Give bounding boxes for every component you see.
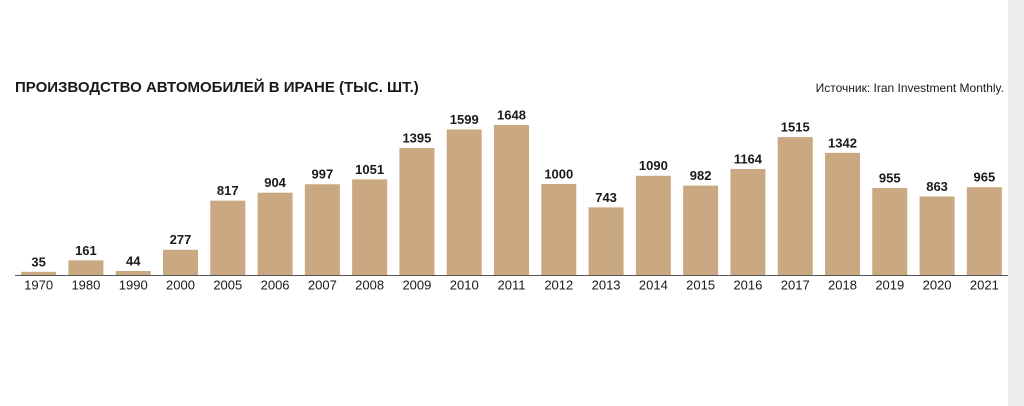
value-label: 1342 (828, 135, 857, 150)
x-tick-label: 2007 (308, 277, 337, 292)
value-label: 161 (75, 243, 97, 258)
bar (399, 148, 435, 275)
value-label: 997 (312, 167, 334, 182)
bar (21, 271, 57, 275)
value-label: 35 (31, 254, 45, 269)
value-label: 904 (264, 175, 286, 190)
bar (872, 188, 908, 275)
bar (919, 196, 955, 275)
x-tick-label: 2010 (450, 277, 479, 292)
value-label: 955 (879, 171, 901, 186)
x-tick-label: 2012 (544, 277, 573, 292)
bar (966, 187, 1002, 275)
bar (257, 192, 293, 275)
bar (541, 183, 577, 275)
value-label: 44 (126, 253, 141, 268)
x-tick-label: 2014 (639, 277, 668, 292)
x-tick-label: 2005 (213, 277, 242, 292)
value-label: 1000 (544, 166, 573, 181)
value-label: 965 (974, 170, 996, 185)
x-tick-label: 2006 (261, 277, 290, 292)
value-label: 982 (690, 168, 712, 183)
x-tick-label: 2017 (781, 277, 810, 292)
value-label: 1051 (355, 162, 384, 177)
value-label: 1090 (639, 158, 668, 173)
x-tick-label: 2008 (355, 277, 384, 292)
bar (588, 207, 624, 275)
bar (446, 129, 482, 275)
value-label: 743 (595, 190, 617, 205)
side-strip (1008, 0, 1024, 406)
value-label: 1395 (402, 130, 431, 145)
x-tick-label: 2015 (686, 277, 715, 292)
x-tick-label: 2000 (166, 277, 195, 292)
bar (777, 137, 813, 275)
bar (494, 125, 529, 275)
x-tick-label: 2020 (923, 277, 952, 292)
bar (304, 184, 340, 275)
bar (352, 179, 388, 275)
x-tick-label: 2009 (402, 277, 431, 292)
value-label: 1599 (450, 112, 479, 127)
bar (68, 260, 104, 275)
x-tick-label: 2019 (875, 277, 904, 292)
chart-title: ПРОИЗВОДСТВО АВТОМОБИЛЕЙ В ИРАНЕ (ТЫС. Ш… (15, 78, 419, 96)
bar (163, 249, 198, 275)
bar (825, 152, 860, 275)
source-note: Источник: Iran Investment Monthly. (816, 81, 1004, 95)
value-label: 1648 (497, 107, 526, 122)
bar (115, 270, 151, 275)
bar (635, 175, 671, 275)
x-tick-label: 1990 (119, 277, 148, 292)
x-tick-label: 2011 (498, 277, 526, 292)
value-label: 1515 (781, 120, 810, 135)
bar (730, 169, 766, 275)
x-tick-label: 2021 (970, 277, 999, 292)
value-label: 863 (926, 179, 948, 194)
x-tick-label: 2016 (733, 277, 762, 292)
value-label: 1164 (734, 151, 763, 166)
bar (210, 200, 246, 275)
x-tick-label: 2018 (828, 277, 857, 292)
value-label: 817 (217, 183, 239, 198)
x-tick-label: 1970 (24, 277, 53, 292)
x-tick-label: 1980 (71, 277, 100, 292)
x-tick-label: 2013 (592, 277, 621, 292)
value-label: 277 (170, 232, 192, 247)
bar (683, 185, 719, 275)
